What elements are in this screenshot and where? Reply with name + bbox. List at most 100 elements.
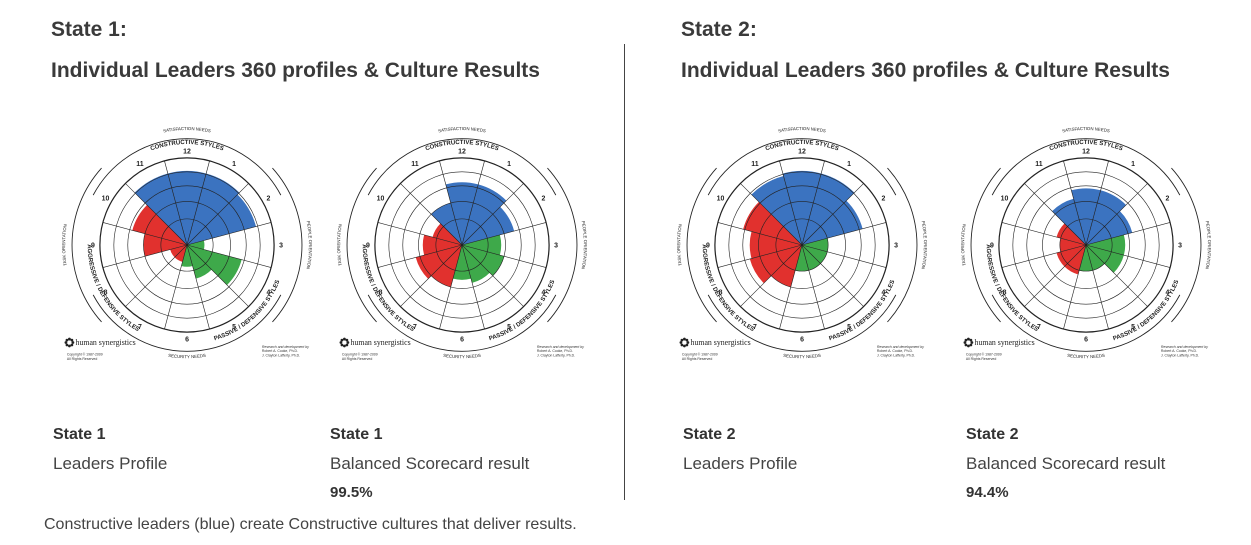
sector-6	[1079, 245, 1093, 272]
panel-title: Individual Leaders 360 profiles & Cultur…	[51, 59, 540, 82]
research-credit: J. Clayton Lafferty, Ph.D.	[1161, 353, 1199, 357]
research-credit: Research and development by	[877, 345, 924, 349]
sector-number-7: 7	[1037, 324, 1041, 331]
sector-number-2: 2	[882, 196, 886, 203]
sector-number-6: 6	[800, 337, 804, 344]
label-security-needs: SECURITY NEEDS	[1067, 353, 1105, 360]
caption-state1-leaders: State 1 Leaders Profile	[53, 426, 313, 474]
sector-number-1: 1	[1131, 161, 1135, 168]
sector-12	[1071, 188, 1101, 245]
sector-11	[751, 176, 802, 245]
human-synergistics-logo: human synergistics	[64, 337, 136, 348]
sector-number-10: 10	[102, 196, 110, 203]
sector-number-1: 1	[847, 161, 851, 168]
sector-number-2: 2	[542, 196, 546, 203]
sector-3	[462, 234, 502, 256]
sector-9	[143, 233, 187, 257]
sector-4	[802, 245, 828, 264]
research-credit: Research and development by	[537, 345, 584, 349]
sector-number-7: 7	[753, 324, 757, 331]
sector-number-11: 11	[1035, 161, 1042, 168]
sector-number-12: 12	[1082, 149, 1090, 156]
caption-subtitle: Balanced Scorecard result	[966, 454, 1166, 473]
sector-6	[181, 245, 193, 267]
sector-number-6: 6	[1084, 337, 1088, 344]
sector-number-10: 10	[717, 196, 725, 203]
sector-number-5: 5	[507, 324, 511, 331]
sector-number-7: 7	[138, 324, 142, 331]
sector-8	[170, 245, 187, 258]
panel-header-state-1: State 1: Individual Leaders 360 profiles…	[51, 18, 540, 83]
sector-number-2: 2	[267, 196, 271, 203]
sector-5	[802, 245, 821, 271]
logo-text: human synergistics	[76, 338, 136, 347]
rights-text: All Rights Reserved	[682, 357, 713, 361]
human-synergistics-logo: human synergistics	[339, 337, 411, 348]
sector-8	[749, 245, 802, 284]
label-security-needs: SECURITY NEEDS	[168, 353, 206, 360]
research-credit: J. Clayton Lafferty, Ph.D.	[262, 353, 300, 357]
sector-number-7: 7	[413, 324, 417, 331]
sector-number-3: 3	[1178, 243, 1182, 250]
sector-8	[1056, 245, 1086, 267]
sector-number-1: 1	[507, 161, 511, 168]
sector-number-8: 8	[104, 290, 108, 297]
sector-number-2: 2	[1166, 196, 1170, 203]
rights-text: All Rights Reserved	[966, 357, 997, 361]
research-credit: Research and development by	[1161, 345, 1208, 349]
sector-1	[1086, 190, 1127, 245]
sector-3	[802, 238, 829, 252]
sector-2	[462, 206, 515, 245]
sector-3	[1086, 234, 1126, 256]
human-synergistics-logo: human synergistics	[963, 337, 1035, 348]
sector-number-1: 1	[232, 161, 236, 168]
sector-number-5: 5	[232, 324, 236, 331]
panel-state-title: State 2:	[681, 18, 757, 41]
research-credit: Robert A. Cooke, Ph.D.	[262, 349, 298, 353]
sector-number-9: 9	[366, 243, 370, 250]
sector-number-6: 6	[185, 337, 189, 344]
sector-5	[187, 245, 212, 279]
sector-number-9: 9	[990, 243, 994, 250]
rights-text: All Rights Reserved	[342, 357, 373, 361]
sector-number-8: 8	[719, 290, 723, 297]
footnote: Constructive leaders (blue) create Const…	[44, 516, 577, 533]
sector-11	[1052, 198, 1086, 245]
caption-result: 99.5%	[330, 484, 373, 501]
sector-7	[1064, 245, 1086, 275]
sector-number-3: 3	[894, 243, 898, 250]
label-satisfaction-needs: SATISFACTION NEEDS	[1062, 126, 1111, 133]
label-satisfaction-needs: SATISFACTION NEEDS	[163, 126, 212, 133]
label-task-orientation: TASK ORIENTATION	[336, 224, 343, 267]
sector-number-12: 12	[798, 149, 806, 156]
sector-6	[452, 245, 472, 280]
label-satisfaction-needs: SATISFACTION NEEDS	[438, 126, 487, 133]
sector-number-11: 11	[136, 161, 143, 168]
sector-number-10: 10	[1001, 196, 1009, 203]
sector-number-8: 8	[379, 290, 383, 297]
sector-1	[802, 173, 855, 245]
sector-number-4: 4	[267, 290, 271, 297]
copyright-text: Copyright © 1987-2009	[966, 353, 1002, 357]
caption-state: State 1	[330, 426, 383, 443]
sector-5	[1086, 245, 1105, 271]
sector-12	[445, 182, 479, 245]
label-task-orientation: TASK ORIENTATION	[61, 224, 68, 267]
sector-number-4: 4	[1166, 290, 1170, 297]
label-satisfaction-needs: SATISFACTION NEEDS	[778, 126, 827, 133]
sector-number-9: 9	[91, 243, 95, 250]
caption-state1-scorecard: State 1 Balanced Scorecard result 99.5%	[330, 426, 590, 501]
sector-number-4: 4	[542, 290, 546, 297]
sector-number-4: 4	[882, 290, 886, 297]
sector-9	[422, 234, 462, 256]
sector-number-12: 12	[183, 149, 191, 156]
sector-1	[462, 184, 507, 245]
sector-3	[187, 240, 205, 250]
sector-12	[167, 170, 207, 245]
sector-2	[187, 194, 256, 245]
sector-1	[187, 173, 240, 245]
sector-8	[415, 245, 462, 279]
